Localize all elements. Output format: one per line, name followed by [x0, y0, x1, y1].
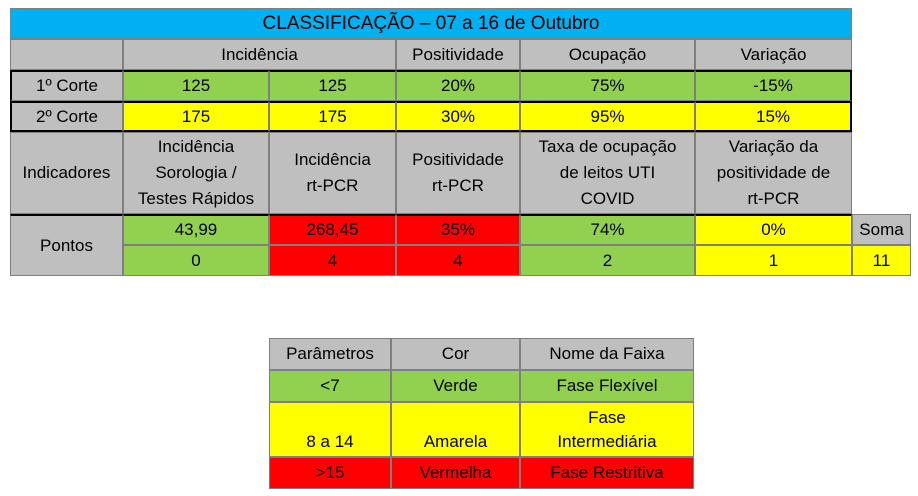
soma-label: Soma	[852, 214, 911, 245]
legend-header-cor: Cor	[391, 338, 520, 370]
indicador-item: Incidência Sorologia / Testes Rápidos	[123, 132, 269, 214]
legend-cor: Vermelha	[391, 457, 520, 489]
indicadores-label: Indicadores	[10, 132, 123, 214]
pontos-label: Pontos	[10, 214, 123, 276]
table-title: CLASSIFICAÇÃO – 07 a 16 de Outubro	[10, 8, 852, 39]
header-empty	[10, 39, 123, 70]
header-ocupacao: Ocupação	[520, 39, 695, 70]
indicador-item: Variação da positividade de rt-PCR	[695, 132, 852, 214]
pontos-score: 2	[520, 245, 695, 276]
pontos-score: 0	[123, 245, 269, 276]
legend-faixa: Fase Restritiva	[520, 457, 694, 489]
corte2-value: 15%	[695, 101, 852, 132]
pontos-value: 43,99	[123, 214, 269, 245]
pontos-value: 74%	[520, 214, 695, 245]
corte2-value: 175	[123, 101, 269, 132]
indicador-item: Positividade rt-PCR	[396, 132, 520, 214]
header-incidencia: Incidência	[123, 39, 396, 70]
corte2-label: 2º Corte	[10, 101, 123, 132]
legend-header-parametros: Parâmetros	[269, 338, 391, 370]
legend-header-faixa: Nome da Faixa	[520, 338, 694, 370]
pontos-score: 4	[269, 245, 396, 276]
indicador-item: Incidência rt-PCR	[269, 132, 396, 214]
legend-faixa: Fase Flexível	[520, 370, 694, 402]
legend-param: >15	[269, 457, 391, 489]
indicador-item: Taxa de ocupação de leitos UTI COVID	[520, 132, 695, 214]
corte1-value: -15%	[695, 70, 852, 101]
pontos-value: 0%	[695, 214, 852, 245]
pontos-score: 4	[396, 245, 520, 276]
legend-cor: Amarela	[391, 402, 520, 457]
legend-faixa: Fase Intermediária	[520, 402, 694, 457]
pontos-value: 35%	[396, 214, 520, 245]
soma-value: 11	[852, 245, 911, 276]
legend-param: <7	[269, 370, 391, 402]
corte1-value: 75%	[520, 70, 695, 101]
pontos-value: 268,45	[269, 214, 396, 245]
header-variacao: Variação	[695, 39, 852, 70]
corte1-value: 125	[123, 70, 269, 101]
header-positividade: Positividade	[396, 39, 520, 70]
corte2-value: 95%	[520, 101, 695, 132]
corte1-value: 20%	[396, 70, 520, 101]
legend-cor: Verde	[391, 370, 520, 402]
corte1-label: 1º Corte	[10, 70, 123, 101]
legend-param: 8 a 14	[269, 402, 391, 457]
pontos-score: 1	[695, 245, 852, 276]
corte1-value: 125	[269, 70, 396, 101]
corte2-value: 30%	[396, 101, 520, 132]
corte2-value: 175	[269, 101, 396, 132]
